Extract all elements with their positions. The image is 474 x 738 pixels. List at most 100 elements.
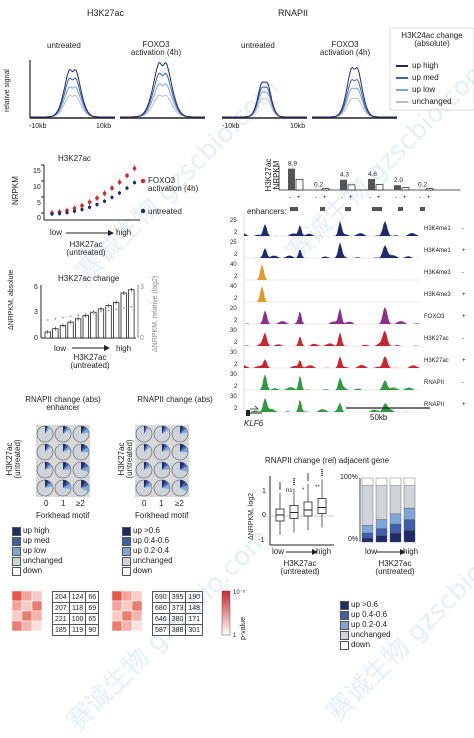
stacked-segment bbox=[376, 478, 387, 486]
boxplot-box bbox=[318, 499, 326, 514]
track-foxo3-plus bbox=[244, 307, 420, 324]
heatmap-right-cell bbox=[122, 591, 132, 601]
track-h3k27ac-minus bbox=[244, 330, 420, 346]
bar-sign: + bbox=[377, 195, 381, 201]
outlier bbox=[279, 486, 281, 488]
stacked-segment bbox=[404, 530, 415, 542]
colorbar bbox=[222, 591, 230, 635]
figure-graphics: 8.9-+0.2-+4.3-+4.6-+2.0-+0.2-+ bbox=[0, 0, 474, 694]
stacked-segment bbox=[390, 478, 401, 486]
x-arrow-head bbox=[104, 345, 110, 351]
stacked-segment bbox=[376, 536, 387, 542]
outlier bbox=[321, 469, 323, 471]
bar-sign: - bbox=[289, 195, 291, 201]
heatmap-left-cell bbox=[12, 601, 22, 611]
stacked-segment bbox=[362, 486, 373, 526]
enhancer-bar-value: 0.2 bbox=[314, 182, 323, 189]
point-relative bbox=[47, 319, 49, 321]
stacked-segment bbox=[390, 486, 401, 514]
stacked-segment bbox=[376, 529, 387, 536]
bar-sign: + bbox=[323, 195, 327, 201]
point-foxo3 bbox=[88, 200, 92, 204]
point-relative bbox=[62, 317, 64, 319]
track-h3k27ac-plus bbox=[244, 356, 420, 368]
stacked-segment bbox=[404, 508, 415, 520]
x-arrow-head bbox=[312, 549, 318, 555]
enhancer-bar-treated bbox=[402, 188, 409, 190]
bar-change bbox=[68, 322, 74, 338]
point-untreated bbox=[58, 212, 61, 215]
outlier bbox=[321, 471, 323, 473]
enhancer-box bbox=[320, 207, 325, 211]
stacked-segment bbox=[404, 520, 415, 531]
point-untreated bbox=[65, 211, 68, 214]
profile-h3k27ac-untreated-up-low bbox=[30, 87, 115, 117]
heatmap-right-cell bbox=[122, 611, 132, 621]
enhancer-box bbox=[372, 207, 382, 211]
outlier bbox=[293, 478, 295, 480]
heatmap-left-cell bbox=[12, 621, 22, 631]
enhancer-bar-value: 4.3 bbox=[340, 172, 349, 179]
heatmap-left-cell bbox=[32, 621, 42, 631]
bar-change bbox=[75, 319, 81, 338]
point-foxo3 bbox=[95, 196, 99, 200]
profile-rnapii-untreated-unchanged bbox=[222, 99, 307, 117]
point-untreated bbox=[95, 203, 98, 206]
heatmap-right-cell bbox=[112, 611, 122, 621]
stacked-segment bbox=[362, 478, 373, 486]
enhancer-bar-treated bbox=[376, 184, 383, 190]
heatmap-right-cell bbox=[132, 601, 142, 611]
enhancer-bar-treated bbox=[426, 189, 433, 191]
heatmap-right-cell bbox=[112, 601, 122, 611]
profile-h3k27ac-untreated-up-high bbox=[30, 70, 115, 117]
point-relative bbox=[70, 316, 72, 318]
enhancer-bar bbox=[340, 180, 347, 190]
outlier bbox=[279, 482, 281, 484]
heatmap-right-cell bbox=[132, 621, 142, 631]
legend-foxo3-dot bbox=[141, 179, 145, 183]
heatmap-right-cell bbox=[122, 601, 132, 611]
track-h3k4me1-plus bbox=[244, 242, 420, 258]
outlier bbox=[307, 475, 309, 477]
enhancer-bar bbox=[288, 169, 295, 190]
profile-rnapii-untreated-up-low bbox=[222, 92, 307, 117]
enhancer-box bbox=[345, 207, 351, 211]
bar-change bbox=[129, 290, 135, 338]
heatmap-right-cell bbox=[132, 611, 142, 621]
stacked-segment bbox=[362, 525, 373, 533]
gene-exon bbox=[246, 410, 250, 416]
track-h3k4me3-plus bbox=[244, 286, 420, 302]
bar-change bbox=[121, 293, 127, 338]
point-foxo3 bbox=[103, 192, 107, 196]
track-h3k4me1-minus bbox=[244, 221, 420, 236]
track-rnapii-plus bbox=[244, 398, 420, 412]
point-foxo3 bbox=[118, 180, 122, 184]
enhancer-bar-treated bbox=[348, 185, 355, 190]
point-untreated bbox=[73, 210, 76, 213]
heatmap-right-cell bbox=[122, 621, 132, 631]
profile-h3k27ac-foxo3-up-med bbox=[120, 73, 205, 117]
bar-sign: + bbox=[403, 195, 407, 201]
bar-sign: + bbox=[297, 195, 301, 201]
bar-sign: - bbox=[419, 195, 421, 201]
bar-change bbox=[113, 302, 119, 338]
profile-h3k27ac-untreated-up-med bbox=[30, 78, 115, 117]
heatmap-left-cell bbox=[22, 621, 32, 631]
stacked-segment bbox=[404, 478, 415, 486]
legend-box bbox=[390, 28, 474, 110]
bar-sign: + bbox=[427, 195, 431, 201]
profile-rnapii-untreated-up-med bbox=[222, 87, 307, 117]
point-relative bbox=[108, 310, 110, 312]
bar-sign: - bbox=[341, 195, 343, 201]
stacked-segment bbox=[390, 514, 401, 524]
stacked-segment bbox=[376, 486, 387, 520]
point-foxo3 bbox=[80, 204, 84, 208]
bar-sign: - bbox=[315, 195, 317, 201]
enhancer-bar bbox=[368, 179, 375, 190]
heatmap-left-cell bbox=[32, 591, 42, 601]
enhancer-box bbox=[290, 207, 298, 211]
outlier bbox=[307, 479, 309, 481]
profile-h3k27ac-foxo3-up-high bbox=[120, 63, 205, 117]
boxplot-box bbox=[304, 502, 312, 516]
point-relative bbox=[85, 313, 87, 315]
